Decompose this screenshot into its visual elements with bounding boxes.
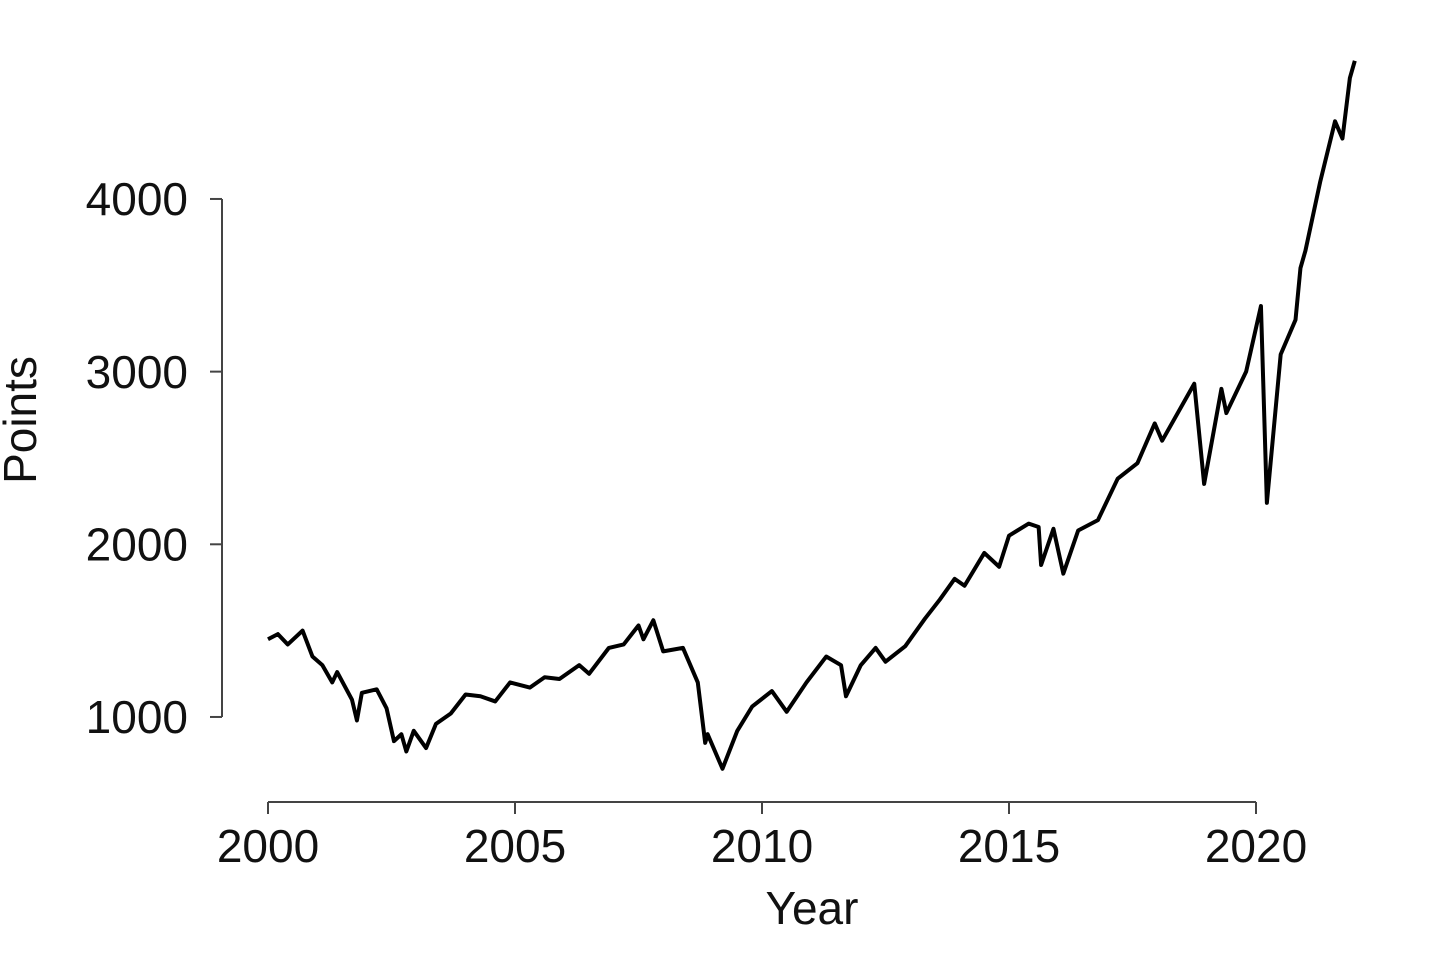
y-tick-label: 1000 [86, 691, 188, 743]
y-axis-label: Points [0, 356, 46, 484]
x-tick-label: 2020 [1205, 820, 1307, 872]
y-tick-label: 2000 [86, 518, 188, 570]
x-tick-label: 2015 [958, 820, 1060, 872]
y-tick-label: 3000 [86, 346, 188, 398]
x-tick-label: 2005 [464, 820, 566, 872]
x-axis-label: Year [766, 882, 859, 934]
x-tick-label: 2010 [711, 820, 813, 872]
x-tick-label: 2000 [217, 820, 319, 872]
line-series [267, 60, 1357, 771]
y-tick-label: 4000 [86, 173, 188, 225]
